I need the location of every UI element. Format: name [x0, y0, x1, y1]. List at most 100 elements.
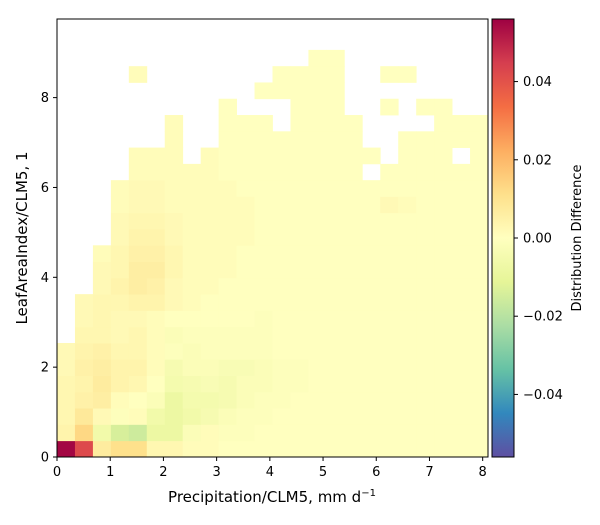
heatmap-cell: [218, 115, 237, 132]
heatmap-cell: [308, 440, 327, 458]
heatmap-cell: [146, 310, 166, 328]
heatmap-cell: [380, 66, 399, 83]
heatmap-cell: [326, 424, 345, 442]
heatmap-cell: [380, 163, 399, 181]
heatmap-cell: [326, 115, 345, 132]
heatmap-cell: [452, 261, 471, 279]
heatmap-cell: [416, 326, 435, 344]
heatmap-cell: [434, 196, 453, 214]
heatmap-cell: [362, 391, 381, 409]
heatmap-cell: [236, 131, 255, 148]
heatmap-cell: [308, 147, 327, 165]
heatmap-cell: [470, 408, 489, 425]
heatmap-cell: [254, 245, 273, 262]
heatmap-cell: [164, 245, 184, 262]
heatmap-cell: [128, 310, 148, 328]
heatmap-cell: [398, 277, 417, 295]
heatmap-cell: [290, 391, 309, 409]
y-tick-label: 6: [41, 181, 49, 196]
heatmap-cell: [326, 229, 345, 246]
heatmap-cell: [344, 294, 363, 311]
heatmap-cell: [272, 391, 291, 409]
heatmap-cell: [434, 180, 453, 197]
heatmap-cell: [74, 326, 94, 344]
heatmap-cell: [362, 408, 381, 425]
heatmap-cell: [254, 163, 273, 181]
heatmap-cell: [146, 180, 166, 197]
heatmap-cell: [398, 310, 417, 328]
heatmap-cell: [110, 440, 130, 458]
heatmap-cell: [128, 391, 148, 409]
heatmap-cell: [164, 440, 184, 458]
heatmap-cell: [254, 180, 273, 197]
heatmap-cell: [146, 261, 166, 279]
heatmap-cell: [452, 440, 471, 458]
heatmap-cell: [434, 229, 453, 246]
heatmap-cell: [272, 163, 291, 181]
heatmap-cell: [362, 147, 381, 165]
heatmap-cell: [182, 326, 202, 344]
heatmap-cell: [110, 343, 130, 360]
heatmap-cell: [398, 196, 417, 214]
heatmap-cell: [452, 310, 471, 328]
heatmap-cell: [164, 163, 184, 181]
heatmap-cell: [434, 391, 453, 409]
heatmap-cell: [146, 229, 166, 246]
heatmap-cell: [416, 359, 435, 376]
heatmap-cell: [434, 277, 453, 295]
heatmap-cell: [290, 212, 309, 230]
heatmap-cell: [434, 294, 453, 311]
heatmap-cell: [182, 408, 202, 425]
y-tick-label: 0: [41, 451, 49, 466]
heatmap-cell: [434, 261, 453, 279]
heatmap-cell: [74, 408, 94, 425]
heatmap-cell: [308, 131, 327, 148]
heatmap-cell: [200, 326, 220, 344]
heatmap-cell: [326, 391, 345, 409]
heatmap-cell: [380, 196, 399, 214]
heatmap-cell: [452, 277, 471, 295]
heatmap-cell: [362, 180, 381, 197]
heatmap-cell: [272, 229, 291, 246]
heatmap-cell: [434, 343, 453, 360]
heatmap-cell: [254, 115, 273, 132]
heatmap-cell: [200, 196, 220, 214]
heatmap-cell: [254, 326, 273, 344]
heatmap-cell: [128, 245, 148, 262]
heatmap-cell: [92, 391, 112, 409]
heatmap-cell: [344, 326, 363, 344]
colorbar: [491, 18, 515, 458]
heatmap-cell: [200, 391, 220, 409]
heatmap-cell: [326, 163, 345, 181]
heatmap-cell: [434, 326, 453, 344]
heatmap-cell: [272, 408, 291, 425]
heatmap-cell: [92, 245, 112, 262]
heatmap-cell: [164, 212, 184, 230]
heatmap-cell: [182, 440, 202, 458]
heatmap-cell: [200, 440, 220, 458]
heatmap-cell: [57, 440, 76, 458]
heatmap-cell: [272, 212, 291, 230]
heatmap-cell: [470, 212, 489, 230]
heatmap-cell: [200, 424, 220, 442]
y-axis-label: LeafAreaIndex/CLM5, 1: [13, 151, 31, 324]
heatmap-cell: [470, 147, 489, 165]
heatmap-cell: [416, 131, 435, 148]
heatmap-cell: [236, 375, 255, 393]
heatmap-cell: [434, 408, 453, 425]
heatmap-cell: [236, 196, 255, 214]
heatmap-cell: [308, 245, 327, 262]
heatmap-cell: [218, 163, 237, 181]
heatmap-cell: [218, 229, 237, 246]
heatmap-cell: [74, 391, 94, 409]
heatmap-cell: [146, 245, 166, 262]
heatmap-cell: [236, 163, 255, 181]
heatmap-cell: [164, 391, 184, 409]
x-tick-label: 1: [106, 465, 114, 480]
colorbar-tick-label: 0.04: [523, 75, 552, 90]
heatmap-cell: [128, 147, 148, 165]
heatmap-cell: [164, 424, 184, 442]
heatmap-cell: [452, 408, 471, 425]
heatmap-cell: [380, 98, 399, 116]
